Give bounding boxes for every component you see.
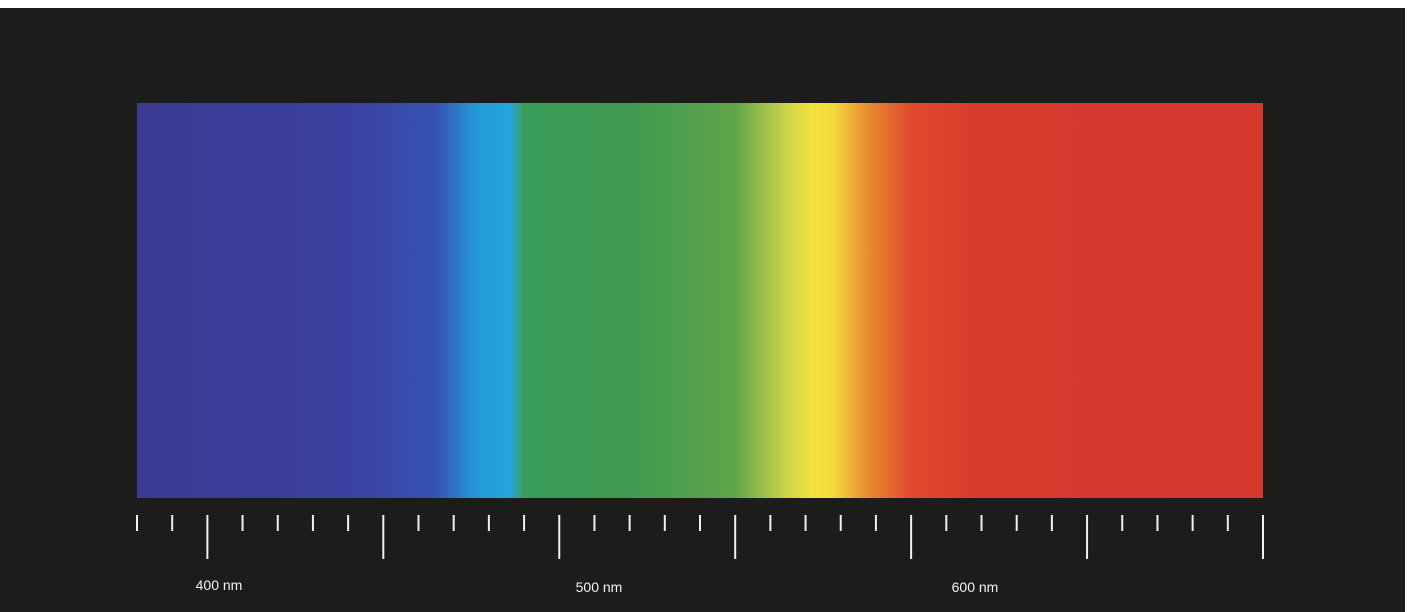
label-500nm: 500 nm xyxy=(575,579,623,595)
label-600nm: 600 nm xyxy=(951,579,999,595)
label-400nm: 400 nm xyxy=(195,577,243,593)
spectrum-panel: 400 nm 500 nm 600 nm xyxy=(0,8,1405,612)
wavelength-scale-ticks xyxy=(136,515,1264,559)
spectrum-diagram xyxy=(136,103,1264,559)
visible-spectrum-band xyxy=(137,103,1263,498)
